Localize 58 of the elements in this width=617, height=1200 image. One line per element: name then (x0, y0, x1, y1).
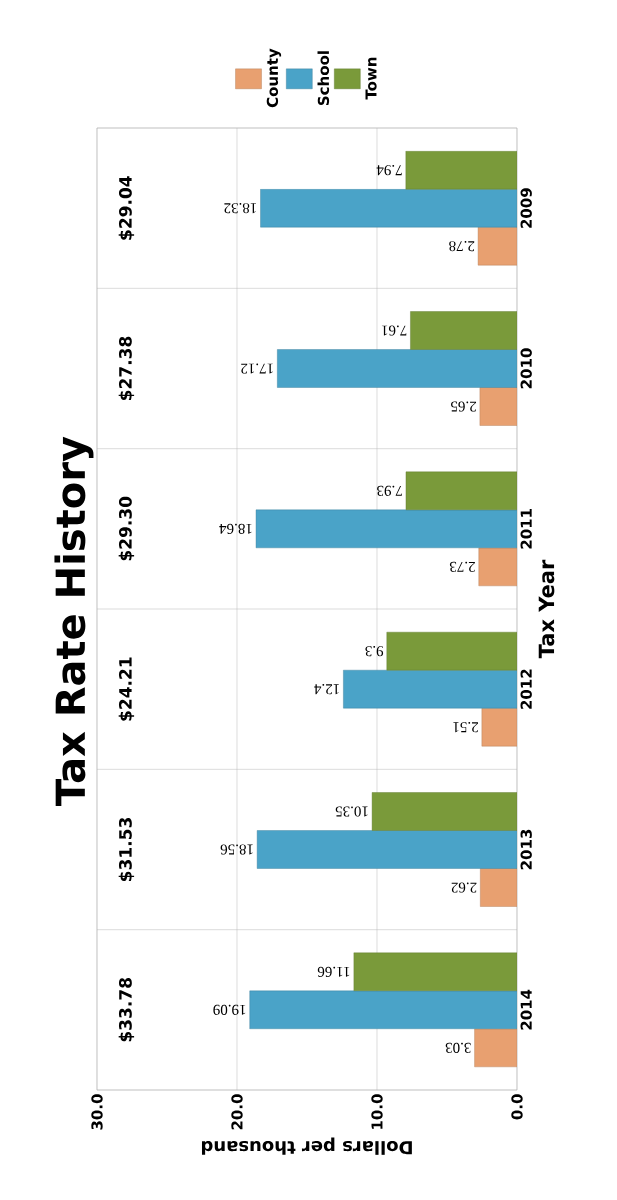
bar (478, 547, 517, 587)
text: Tax Rate History (54, 436, 94, 806)
y-tick-label: 2014 (520, 989, 532, 1030)
y-tick-label: 2009 (520, 188, 532, 228)
data-label: 7.93 (377, 485, 402, 496)
bar (353, 952, 517, 992)
y-tick-label: 2011 (520, 509, 532, 549)
x-tick-label: 20.0 (231, 1094, 243, 1130)
data-label: 11.66 (317, 966, 350, 977)
legend-label: County (266, 48, 282, 108)
x-tick-label: 0.0 (511, 1094, 523, 1120)
bar (410, 311, 517, 350)
annotation: $29.04 (118, 176, 135, 240)
bar (249, 990, 517, 1030)
annotation: $24.21 (118, 657, 135, 721)
bar (343, 669, 517, 709)
data-label: 18.32 (224, 203, 256, 214)
bar (479, 387, 517, 426)
bar (277, 349, 517, 388)
bar (474, 1028, 517, 1068)
data-label: 17.12 (241, 363, 273, 374)
x-tick-label: 10.0 (371, 1094, 383, 1129)
data-label: 10.35 (335, 806, 368, 817)
data-label: 2.73 (449, 561, 475, 572)
data-label: 9.3 (365, 646, 384, 657)
data-label: 7.94 (376, 165, 402, 176)
legend-label: School (317, 51, 330, 106)
data-label: 2.65 (451, 401, 477, 412)
data-label: 18.56 (220, 844, 253, 855)
bar (260, 188, 517, 228)
data-label: 18.64 (219, 523, 252, 534)
data-label: 3.03 (445, 1042, 471, 1053)
bar (405, 471, 517, 511)
y-tick-label: 2010 (520, 348, 532, 389)
x-axis-title: Dollars per thousand (201, 1137, 412, 1155)
annotation: $31.53 (118, 818, 135, 881)
bar (371, 792, 517, 831)
annotation: $29.30 (118, 496, 135, 561)
legend-label: Town (365, 57, 377, 100)
data-label: 2.62 (451, 882, 477, 893)
bar (255, 509, 517, 549)
data-label: 7.61 (381, 325, 407, 336)
bar (480, 868, 517, 907)
data-label: 2.78 (449, 241, 475, 252)
data-label: 2.51 (453, 722, 478, 733)
bar (256, 830, 517, 869)
data-label: 12.4 (314, 684, 339, 695)
annotation: $27.38 (118, 336, 135, 400)
data-label: 19.09 (213, 1004, 246, 1015)
y-tick-label: 2013 (520, 829, 532, 870)
y-axis-title: Tax Year (538, 559, 555, 659)
y-tick-label: 2012 (520, 669, 532, 709)
bar (477, 226, 517, 266)
bar (386, 631, 517, 671)
bar (405, 150, 517, 190)
annotation: $33.78 (118, 978, 135, 1042)
x-tick-label: 30.0 (91, 1094, 103, 1130)
bar (481, 707, 517, 747)
